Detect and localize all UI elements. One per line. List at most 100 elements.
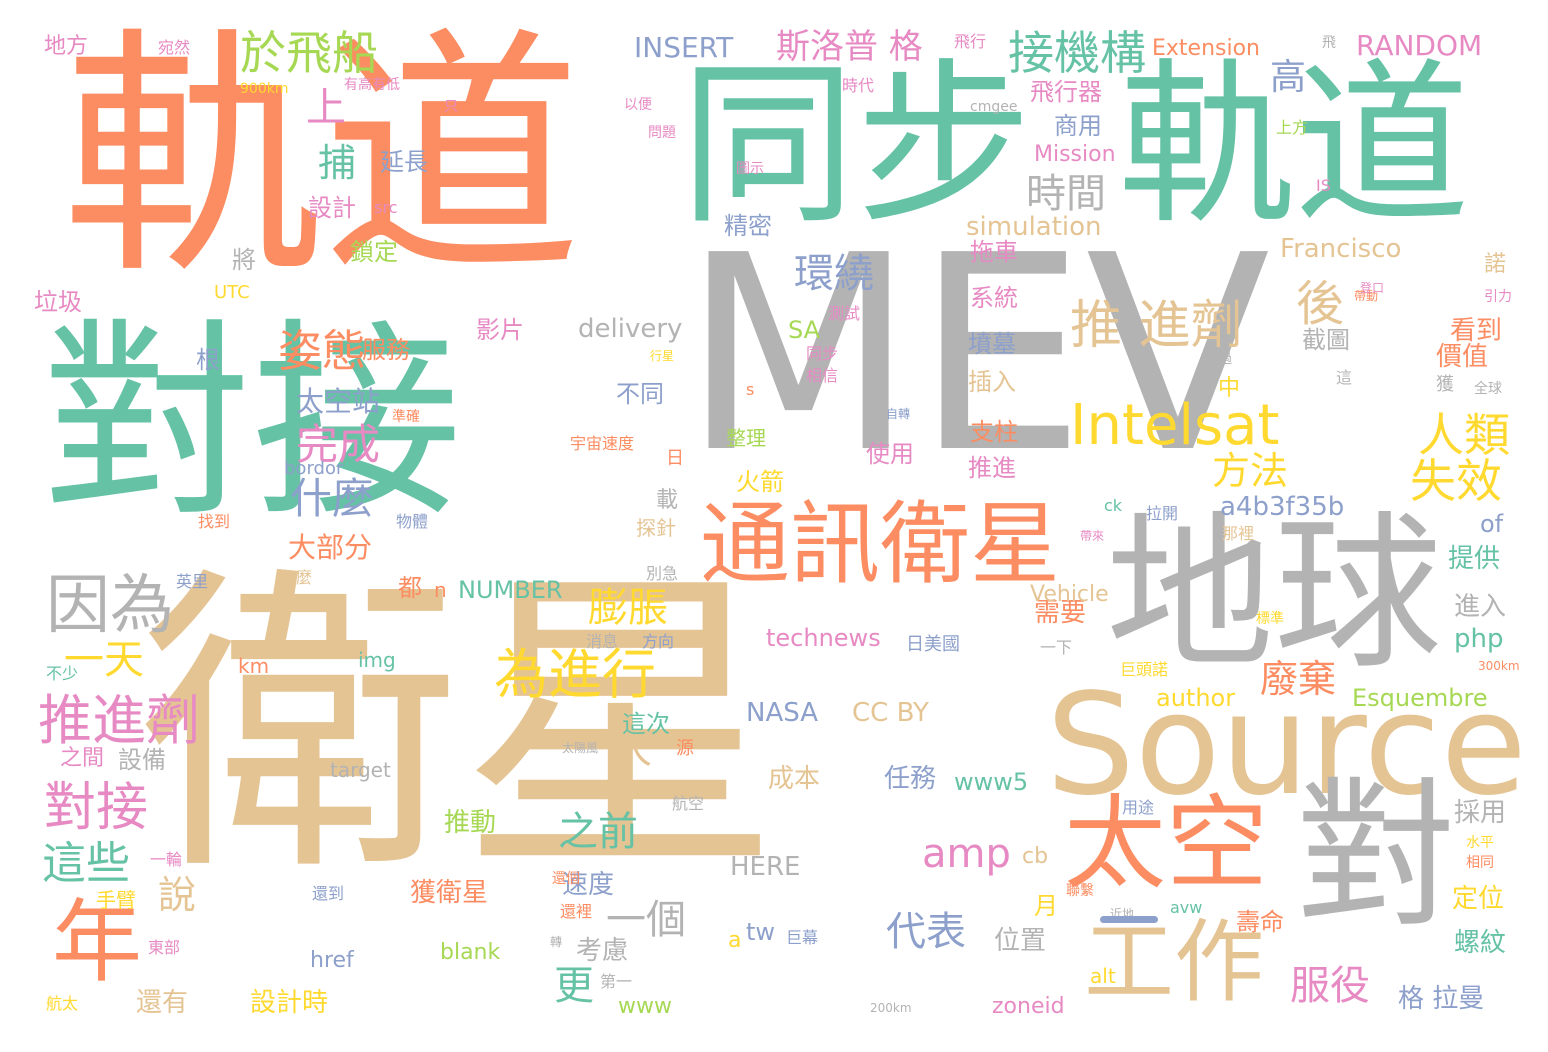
cloud-word: alt bbox=[1090, 964, 1116, 988]
cloud-word: 設備 bbox=[118, 746, 166, 774]
cloud-word: Intelsat bbox=[1070, 393, 1280, 458]
cloud-word: 成本 bbox=[768, 764, 821, 794]
cloud-word: 還個 bbox=[552, 871, 580, 887]
cloud-word: 不同 bbox=[616, 380, 664, 408]
cloud-word: UTC bbox=[214, 282, 250, 303]
cloud-word: 截圖 bbox=[1302, 326, 1350, 354]
cloud-word: 準確 bbox=[392, 409, 420, 425]
cloud-word: 服務 bbox=[362, 336, 410, 364]
cloud-word: 月 bbox=[1034, 892, 1058, 920]
cloud-word: 還裡 bbox=[560, 902, 593, 921]
cloud-word: 相信 bbox=[806, 366, 839, 385]
cloud-word: simulation bbox=[966, 212, 1102, 242]
cloud-word: RANDOM bbox=[1356, 29, 1483, 62]
cloud-word: 推進 bbox=[968, 454, 1016, 482]
cloud-word: CC BY bbox=[852, 698, 929, 728]
cloud-word: 相同 bbox=[1466, 855, 1494, 871]
cloud-word: 墳墓 bbox=[968, 330, 1016, 358]
cloud-word: 代表 bbox=[886, 909, 966, 955]
cloud-word: a bbox=[728, 928, 742, 953]
cloud-word: 那裡 bbox=[1222, 524, 1255, 543]
cloud-word: 帶動 bbox=[1354, 289, 1379, 303]
cloud-word: 圖示 bbox=[736, 161, 764, 177]
cloud-word: 帶來 bbox=[1080, 529, 1105, 543]
cloud-word: 太陽風 bbox=[562, 741, 599, 755]
cloud-word: 之前 bbox=[558, 809, 638, 855]
cloud-word: 拉開 bbox=[1146, 504, 1179, 523]
cloud-word: 以便 bbox=[624, 97, 652, 113]
cloud-word: 200km bbox=[870, 1001, 912, 1015]
cloud-word: 格 拉曼 bbox=[1398, 984, 1485, 1014]
cloud-word: 姿態 bbox=[278, 326, 366, 377]
cloud-word: 將 bbox=[232, 246, 256, 274]
cloud-word: n bbox=[434, 578, 447, 602]
cloud-word: 地方 bbox=[44, 34, 89, 59]
cloud-word: tw bbox=[746, 918, 776, 946]
cloud-word: technews bbox=[766, 624, 881, 652]
cloud-word: 還到 bbox=[312, 884, 345, 903]
cloud-word: 因為 bbox=[46, 569, 174, 643]
cloud-word: 300km bbox=[1478, 659, 1520, 673]
cloud-word: 消息 bbox=[586, 632, 619, 651]
cloud-word: 第一 bbox=[600, 972, 633, 991]
cloud-word: 整理 bbox=[726, 426, 766, 450]
cloud-word: href bbox=[310, 948, 354, 973]
cloud-word: 這 bbox=[1336, 368, 1353, 387]
cloud-word: 環繞 bbox=[794, 251, 874, 297]
cloud-word: Mission bbox=[1034, 142, 1116, 167]
cloud-word: 載 bbox=[656, 488, 679, 513]
cloud-word: 方向 bbox=[642, 632, 675, 651]
cloud-word: 垃圾 bbox=[34, 288, 82, 316]
cloud-word: 壽命 bbox=[1236, 908, 1284, 936]
cloud-word: HERE bbox=[730, 852, 801, 882]
cloud-word: 日 bbox=[666, 448, 684, 469]
cloud-word: 任務 bbox=[884, 764, 937, 794]
cloud-word: 支柱 bbox=[970, 418, 1018, 446]
cloud-word: 英里 bbox=[176, 572, 209, 591]
cloud-word: 手臂 bbox=[96, 888, 136, 912]
cloud-word: INSERT bbox=[634, 31, 734, 64]
cloud-word: amp bbox=[922, 831, 1011, 877]
cloud-word: 人類 bbox=[1418, 408, 1510, 462]
cloud-word: zoneid bbox=[992, 994, 1065, 1019]
cloud-word: 引力 bbox=[1484, 289, 1512, 305]
cloud-word: 插入 bbox=[968, 368, 1016, 396]
cloud-word: 後 bbox=[1296, 276, 1345, 332]
cloud-word: 獲 bbox=[1436, 374, 1454, 395]
cloud-word: 膨脹 bbox=[588, 585, 668, 631]
cloud-word: 東部 bbox=[148, 938, 181, 957]
cloud-word: 延長 bbox=[380, 148, 428, 176]
cloud-word: 需要 bbox=[1034, 598, 1087, 628]
cloud-word: 對接 bbox=[42, 300, 463, 545]
cloud-word: cb bbox=[1022, 844, 1049, 869]
cloud-word: 這次 bbox=[622, 710, 670, 738]
cloud-word: 飛行 bbox=[954, 32, 987, 51]
cloud-word: 鎖定 bbox=[350, 238, 398, 266]
cloud-word: 時代 bbox=[842, 76, 875, 95]
cloud-word: 上方 bbox=[1276, 118, 1309, 137]
cloud-word: 斯洛普 格 bbox=[776, 27, 923, 67]
cloud-word: 進入 bbox=[1454, 592, 1507, 622]
cloud-word: 推 進劑 bbox=[1070, 296, 1243, 356]
cloud-word: 標準 bbox=[1256, 611, 1284, 627]
cloud-word: 太空站 bbox=[296, 385, 381, 418]
cloud-word: 轉 bbox=[550, 935, 563, 949]
cloud-word: 同步 bbox=[806, 344, 839, 363]
cloud-word: 高 bbox=[1270, 57, 1307, 98]
cloud-word: NUMBER bbox=[458, 576, 563, 604]
cloud-word: 火箭 bbox=[736, 468, 784, 496]
cloud-word: 拖車 bbox=[970, 238, 1018, 266]
cloud-word: 問題 bbox=[648, 125, 676, 141]
cloud-word: 精密 bbox=[724, 212, 772, 240]
cloud-word: 工作 bbox=[1084, 910, 1264, 1015]
cloud-word: avw bbox=[1170, 898, 1203, 917]
cloud-word: 提供 bbox=[1448, 544, 1501, 574]
cloud-word: 軌道 bbox=[62, 7, 582, 309]
cloud-word: 螺紋 bbox=[1454, 928, 1507, 958]
cloud-word: Source bbox=[1046, 664, 1527, 827]
cloud-word: 設計 bbox=[308, 194, 356, 222]
cloud-word: 於飛船 bbox=[240, 26, 378, 80]
cloud-word: src bbox=[374, 198, 398, 217]
cloud-word: 接機構 bbox=[1008, 26, 1146, 80]
cloud-word: 影片 bbox=[476, 316, 524, 344]
